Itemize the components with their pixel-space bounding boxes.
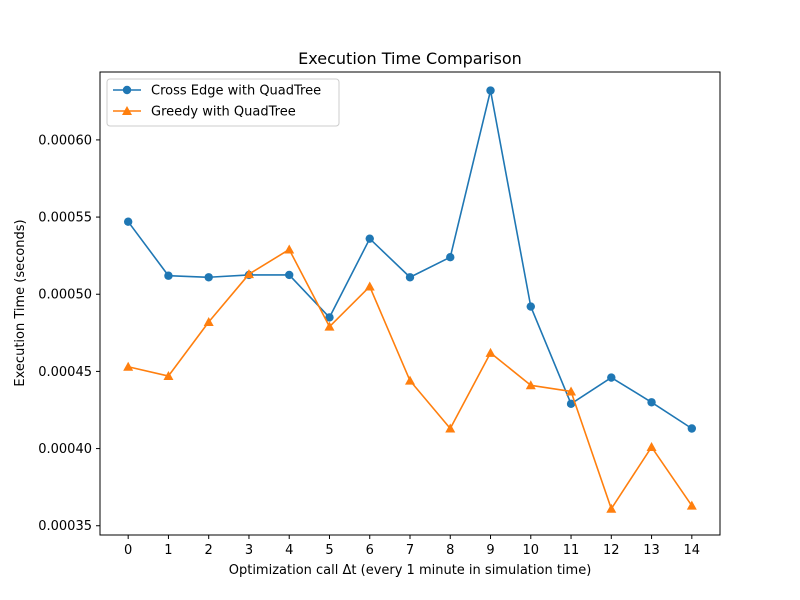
legend: Cross Edge with QuadTree Greedy with Quad… [106,78,340,127]
x-tick-label: 7 [406,543,414,558]
y-axis: 0.00035 0.00040 0.00045 0.00050 0.00055 0.000… [38,133,100,534]
series-2-point [485,347,496,357]
series-2-point [525,380,536,390]
y-tick-label: 0.00040 [38,442,92,457]
series-2-point [405,375,415,385]
series-1-point [486,86,495,95]
series-1-point [123,217,133,226]
series-2-point [566,386,577,396]
series-2-point [243,269,254,279]
series-1-point [607,373,616,382]
plot-area [123,86,697,513]
x-axis-label: Optimization call Δt (every 1 minute in … [229,563,592,578]
series-1-point [687,424,697,433]
x-tick-label: 14 [684,543,701,558]
legend-label: Cross Edge with QuadTree [151,84,321,99]
x-tick-label: 2 [205,543,213,558]
chart-title: Execution Time Comparison [298,49,522,68]
series-2-point [364,281,375,291]
x-tick-label: 3 [245,543,253,558]
series-1-point [204,273,213,282]
series-2-point [445,423,456,433]
x-tick-label: 10 [523,543,540,558]
x-tick-label: 4 [285,543,293,558]
x-tick-label: 12 [603,543,620,558]
y-tick-label: 0.00045 [38,365,92,380]
x-tick-label: 1 [164,543,172,558]
series-2-point [163,371,174,381]
legend-marker [122,85,132,95]
series-2-point [203,317,214,327]
legend-box [106,78,340,127]
series-1-point [647,398,656,407]
y-tick-label: 0.00035 [38,519,92,534]
series-2-point [284,244,295,254]
series-1 [123,86,697,433]
series-2-point [606,503,617,513]
series-1-point [566,399,576,409]
x-tick-label: 11 [563,543,580,558]
series-1-point [405,273,415,282]
series-2 [123,244,697,513]
y-tick-label: 0.00050 [38,288,92,303]
series-1-point [164,271,173,280]
legend-label: Greedy with QuadTree [151,105,296,120]
legend-item-2: Greedy with QuadTree [113,105,296,120]
series-2-point [123,361,134,371]
x-tick-label: 5 [325,543,333,558]
x-tick-label: 13 [643,543,660,558]
y-tick-label: 0.00060 [38,133,92,148]
x-tick-label: 6 [366,543,374,558]
y-axis-label: Execution Time (seconds) [13,219,28,386]
y-tick-label: 0.00055 [38,211,92,226]
series-2-point [324,321,335,331]
legend-marker [122,106,132,115]
x-tick-label: 9 [486,543,494,558]
series-1-point [526,302,535,311]
series-2-point [686,500,697,510]
series-1-point [285,270,294,280]
x-axis: 0 1 2 3 4 5 6 7 8 9 10 11 12 13 14 [124,535,700,558]
x-tick-label: 8 [446,543,454,558]
series-1-point [365,234,374,243]
series-1-point [325,313,334,322]
series-1-point [446,253,455,262]
legend-item-1: Cross Edge with QuadTree [113,84,321,99]
series-2-point [646,442,657,452]
x-tick-label: 0 [124,543,132,558]
